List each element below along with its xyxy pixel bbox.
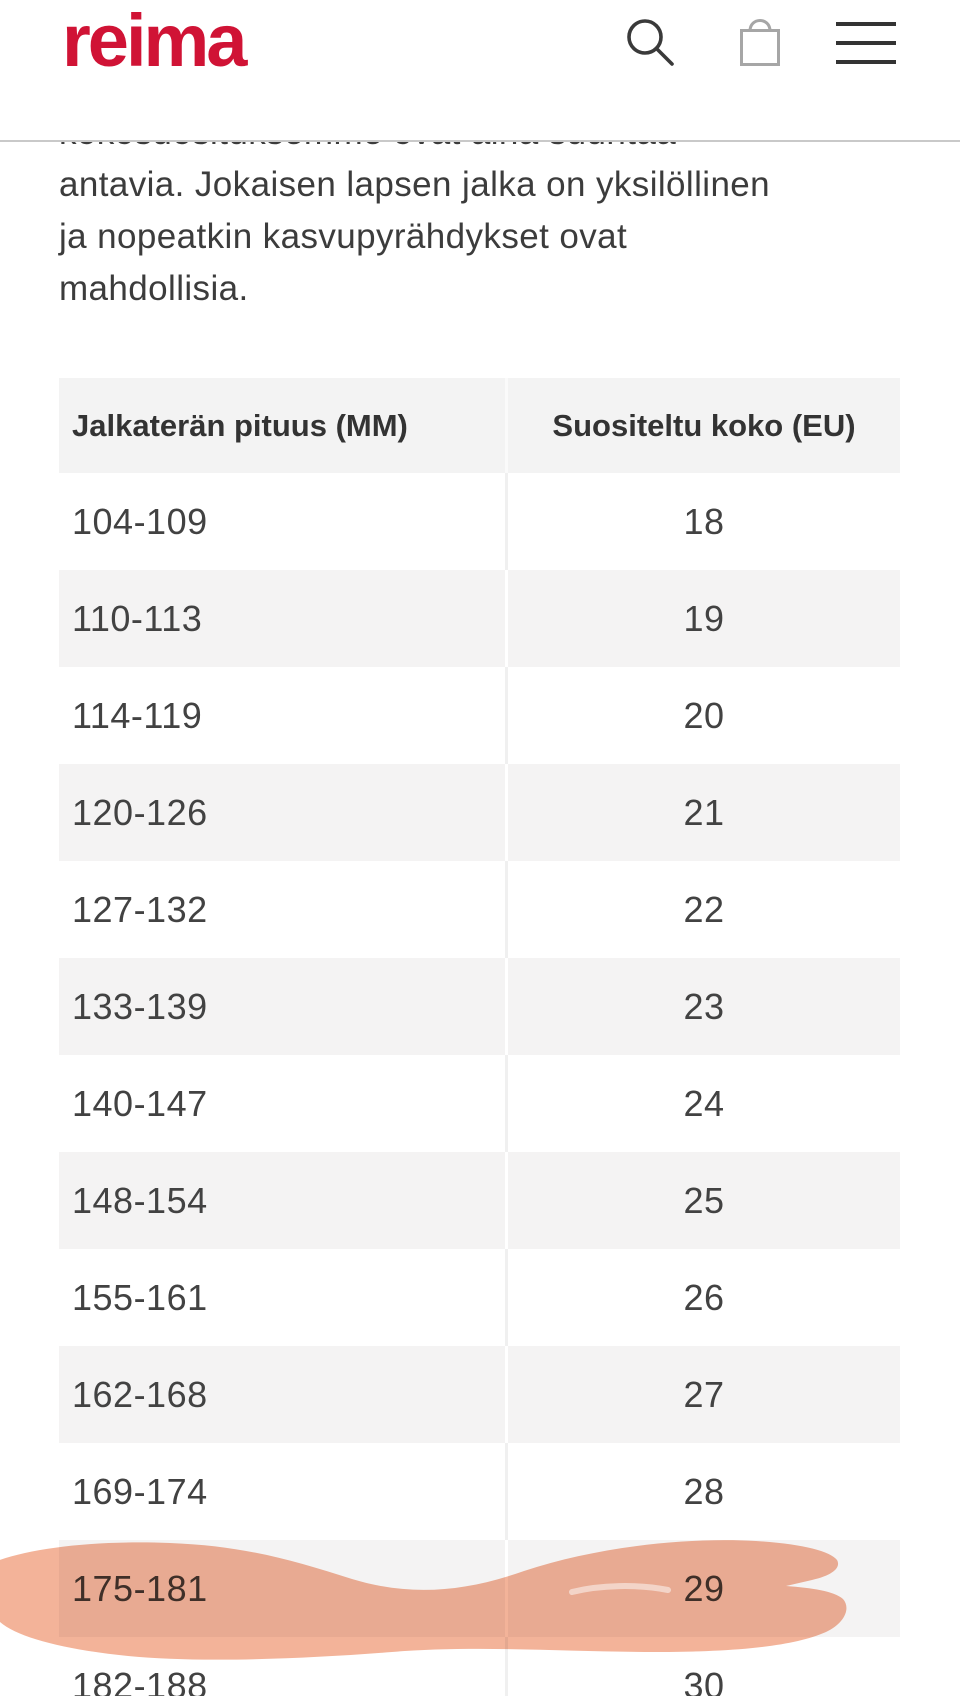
cell-foot-length: 140-147 <box>72 1082 208 1124</box>
table-header-row: Jalkaterän pituus (MM) Suositeltu koko (… <box>59 378 900 473</box>
cell-size: 20 <box>505 667 900 764</box>
table-row: 162-168 27 <box>59 1346 900 1443</box>
table-row: 120-126 21 <box>59 764 900 861</box>
cell-foot-length: 182-188 <box>72 1664 208 1696</box>
cell-foot-length: 148-154 <box>72 1179 208 1221</box>
cell-foot-length: 155-161 <box>72 1276 208 1318</box>
cell-foot-length: 133-139 <box>72 985 208 1027</box>
intro-line: antavia. Jokaisen lapsen jalka on yksilö… <box>59 165 771 204</box>
size-chart-table: Jalkaterän pituus (MM) Suositeltu koko (… <box>59 378 900 1696</box>
cell-foot-length: 169-174 <box>72 1470 208 1512</box>
column-header-foot-length: Jalkaterän pituus (MM) <box>72 407 408 443</box>
cell-size: 25 <box>505 1152 900 1249</box>
table-row: 140-147 24 <box>59 1055 900 1152</box>
table-row: 148-154 25 <box>59 1152 900 1249</box>
table-row-highlighted: 175-181 29 <box>59 1540 900 1637</box>
table-row: 169-174 28 <box>59 1443 900 1540</box>
cell-size: 29 <box>505 1540 900 1637</box>
cell-size: 23 <box>505 958 900 1055</box>
cell-foot-length: 104-109 <box>72 500 208 542</box>
cart-button[interactable] <box>737 12 783 68</box>
cell-foot-length: 110-113 <box>72 597 203 639</box>
cell-size: 27 <box>505 1346 900 1443</box>
intro-line: ja nopeatkin kasvupyrähdykset ovat <box>59 217 628 256</box>
search-icon <box>624 16 676 68</box>
cell-size: 21 <box>505 764 900 861</box>
cell-foot-length: 175-181 <box>72 1567 208 1609</box>
column-header-recommended-size: Suositeltu koko (EU) <box>505 378 900 473</box>
table-row: 110-113 19 <box>59 570 900 667</box>
table-row: 114-119 20 <box>59 667 900 764</box>
search-button[interactable] <box>624 16 676 68</box>
cell-foot-length: 120-126 <box>72 791 208 833</box>
cell-foot-length: 114-119 <box>72 694 203 736</box>
table-row: 182-188 30 <box>59 1637 900 1696</box>
table-row: 127-132 22 <box>59 861 900 958</box>
reima-logo[interactable]: reima <box>62 0 247 82</box>
cell-size: 30 <box>505 1637 900 1696</box>
cell-size: 26 <box>505 1249 900 1346</box>
table-row: 155-161 26 <box>59 1249 900 1346</box>
menu-button[interactable] <box>835 20 897 66</box>
table-row: 104-109 18 <box>59 473 900 570</box>
cell-size: 22 <box>505 861 900 958</box>
hamburger-menu-icon <box>835 20 897 66</box>
site-header: reima <box>0 0 960 142</box>
cell-size: 24 <box>505 1055 900 1152</box>
cell-size: 28 <box>505 1443 900 1540</box>
cell-size: 18 <box>505 473 900 570</box>
table-row: 133-139 23 <box>59 958 900 1055</box>
cell-foot-length: 127-132 <box>72 888 208 930</box>
shopping-bag-icon <box>737 12 783 68</box>
intro-line: mahdollisia. <box>59 269 249 308</box>
cell-foot-length: 162-168 <box>72 1373 208 1415</box>
cell-size: 19 <box>505 570 900 667</box>
